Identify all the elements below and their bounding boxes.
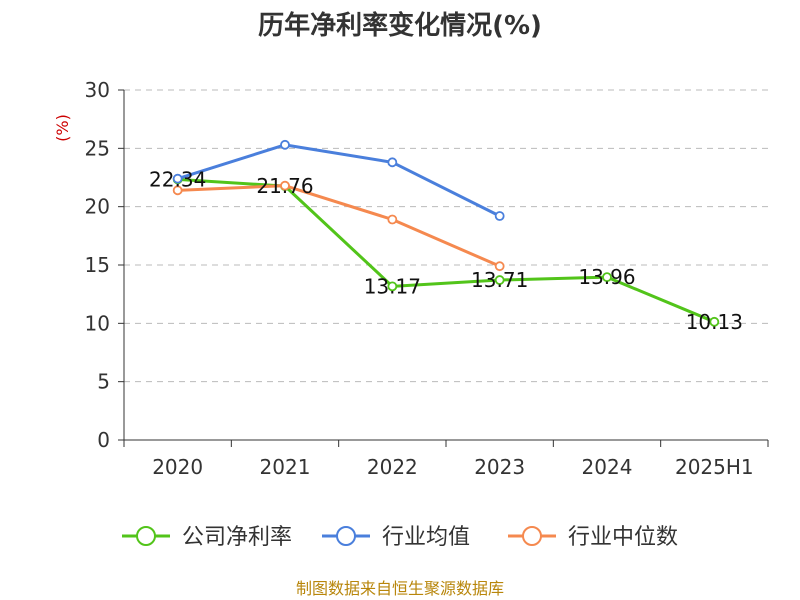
series-point-1 xyxy=(280,139,290,150)
series-point-1 xyxy=(387,157,398,168)
series-line-0 xyxy=(177,177,715,324)
series-point-1 xyxy=(494,211,505,221)
y-tick-label: 30 xyxy=(85,78,110,102)
series-point-2 xyxy=(280,180,290,191)
data-label: 10.13 xyxy=(686,310,743,334)
x-tick-label: 2021 xyxy=(260,455,311,479)
legend-label-1: 行业均值 xyxy=(382,525,470,550)
data-label: 13.17 xyxy=(364,274,421,298)
series-point-0 xyxy=(387,281,398,292)
data-label: 22.34 xyxy=(149,167,206,191)
legend-marker-2 xyxy=(522,526,542,546)
series-point-0 xyxy=(494,275,505,285)
legend-marker-1 xyxy=(336,526,356,546)
legend-label-2: 行业中位数 xyxy=(568,525,678,550)
axes: 0 5 10 15 20 25 30 2020 2021 2022 2023 2024 2025H1 xyxy=(85,78,769,479)
grid-lines xyxy=(124,89,768,383)
x-tick-label: 2024 xyxy=(582,455,633,479)
legend-label-0: 公司净利率 xyxy=(182,525,292,550)
legend-marker-0 xyxy=(136,526,156,546)
data-label: 13.96 xyxy=(578,265,635,289)
y-tick-label: 5 xyxy=(97,370,110,394)
x-tick-label: 2023 xyxy=(474,455,525,479)
x-tick-label: 2022 xyxy=(367,455,418,479)
series-point-2 xyxy=(494,261,505,272)
data-label: 13.71 xyxy=(471,268,528,292)
series-point-0 xyxy=(709,316,720,327)
x-tick-label: 2020 xyxy=(152,455,203,479)
y-tick-label: 10 xyxy=(85,311,110,335)
series-point-1 xyxy=(172,173,183,184)
series-line-1 xyxy=(177,143,501,218)
series-point-0 xyxy=(602,272,612,283)
source-note: 制图数据来自恒生聚源数据库 xyxy=(296,579,504,598)
y-tick-label: 20 xyxy=(85,195,110,219)
y-tick-label: 0 xyxy=(97,428,110,452)
legend: 公司净利率 行业均值 行业中位数 xyxy=(122,525,678,550)
y-axis-unit: (%) xyxy=(53,114,72,142)
series-lines xyxy=(172,139,720,327)
chart-title: 历年净利率变化情况(%) xyxy=(258,10,542,41)
y-tick-label: 15 xyxy=(85,253,110,277)
series-point-2 xyxy=(387,214,398,225)
y-tick-label: 25 xyxy=(85,136,110,160)
data-labels: 22.34 21.76 13.17 13.71 13.96 10.13 xyxy=(149,167,743,333)
x-tick-label: 2025H1 xyxy=(675,455,754,479)
series-line-2 xyxy=(177,184,501,268)
series-point-2 xyxy=(172,185,183,196)
data-label: 21.76 xyxy=(256,174,313,198)
